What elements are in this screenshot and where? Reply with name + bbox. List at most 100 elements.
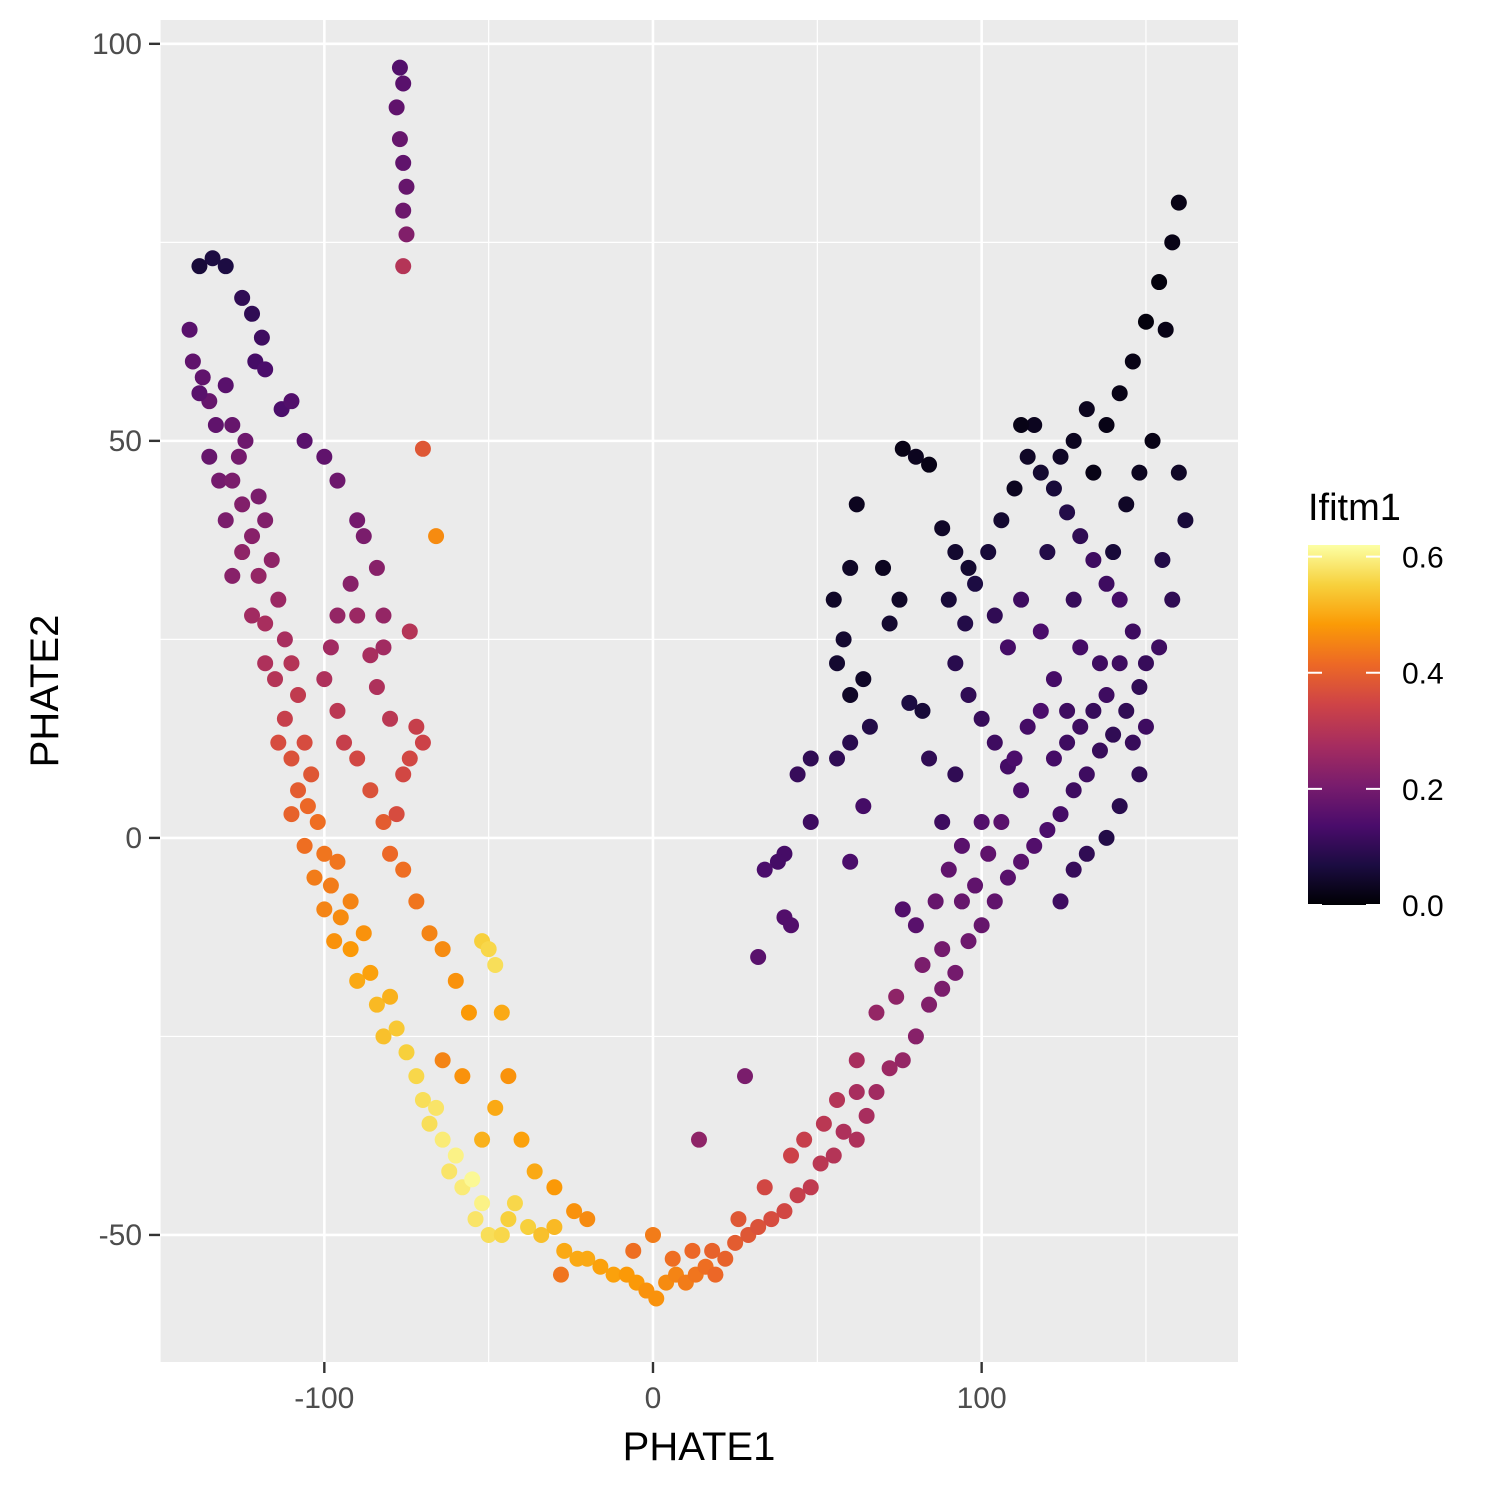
data-point bbox=[1124, 734, 1141, 751]
data-point bbox=[704, 1242, 721, 1259]
data-point bbox=[290, 686, 307, 703]
data-point bbox=[592, 1258, 609, 1275]
data-point bbox=[306, 869, 323, 886]
data-point bbox=[395, 202, 412, 219]
data-point bbox=[506, 1195, 523, 1212]
data-point bbox=[224, 472, 241, 489]
data-point bbox=[296, 837, 313, 854]
data-point bbox=[487, 956, 504, 973]
y-tick-label: 100 bbox=[92, 28, 142, 61]
data-point bbox=[1118, 496, 1135, 513]
data-point bbox=[395, 861, 412, 878]
data-point bbox=[493, 1004, 510, 1021]
data-point bbox=[1078, 766, 1095, 783]
data-point bbox=[474, 1195, 491, 1212]
data-point bbox=[487, 1099, 504, 1116]
data-point bbox=[388, 1020, 405, 1037]
data-point bbox=[914, 702, 931, 719]
data-point bbox=[1170, 194, 1187, 211]
data-point bbox=[493, 1226, 510, 1243]
data-point bbox=[322, 639, 339, 656]
x-tick-label: -100 bbox=[294, 1382, 354, 1415]
data-point bbox=[283, 750, 300, 767]
data-point bbox=[375, 1028, 392, 1045]
data-point bbox=[1091, 742, 1108, 759]
data-point bbox=[1013, 782, 1030, 799]
data-point bbox=[901, 694, 918, 711]
data-point bbox=[1045, 750, 1062, 767]
data-point bbox=[316, 671, 333, 688]
data-point bbox=[283, 655, 300, 672]
data-point bbox=[1026, 837, 1043, 854]
data-point bbox=[1052, 448, 1069, 465]
data-point bbox=[1157, 321, 1174, 338]
data-point bbox=[533, 1226, 550, 1243]
data-point bbox=[789, 766, 806, 783]
data-point bbox=[349, 750, 366, 767]
data-point bbox=[194, 369, 211, 386]
data-point bbox=[684, 1242, 701, 1259]
grid-major bbox=[160, 20, 1238, 1362]
data-point bbox=[253, 329, 270, 346]
data-point bbox=[1045, 480, 1062, 497]
data-point bbox=[1072, 639, 1089, 656]
data-point bbox=[783, 1147, 800, 1164]
data-point bbox=[398, 1044, 415, 1061]
data-point bbox=[907, 1028, 924, 1045]
data-point bbox=[1065, 432, 1082, 449]
data-point bbox=[940, 861, 957, 878]
data-point bbox=[283, 393, 300, 410]
data-point bbox=[973, 814, 990, 831]
data-point bbox=[802, 814, 819, 831]
data-point bbox=[267, 671, 284, 688]
data-point bbox=[1098, 416, 1115, 433]
data-point bbox=[316, 845, 333, 862]
data-point bbox=[1111, 655, 1128, 672]
data-point bbox=[480, 1226, 497, 1243]
data-point bbox=[1098, 829, 1115, 846]
data-point bbox=[467, 1211, 484, 1228]
data-point bbox=[579, 1211, 596, 1228]
data-point bbox=[1131, 464, 1148, 481]
data-point bbox=[1111, 798, 1128, 815]
data-point bbox=[309, 814, 326, 831]
data-point bbox=[500, 1068, 517, 1085]
data-point bbox=[829, 1091, 846, 1108]
data-point bbox=[921, 996, 938, 1013]
data-point bbox=[237, 432, 254, 449]
data-point bbox=[894, 1052, 911, 1069]
data-point bbox=[441, 1163, 458, 1180]
data-point bbox=[1013, 591, 1030, 608]
data-point bbox=[855, 671, 872, 688]
data-point bbox=[1085, 551, 1102, 568]
data-point bbox=[414, 734, 431, 751]
data-point bbox=[1111, 591, 1128, 608]
data-point bbox=[270, 591, 287, 608]
data-point bbox=[326, 933, 343, 950]
data-point bbox=[460, 1004, 477, 1021]
data-point bbox=[414, 440, 431, 457]
data-point bbox=[421, 925, 438, 942]
data-point bbox=[934, 814, 951, 831]
data-point bbox=[408, 718, 425, 735]
data-point bbox=[1105, 544, 1122, 561]
data-point bbox=[750, 949, 767, 966]
data-point bbox=[1013, 416, 1030, 433]
data-point bbox=[1098, 575, 1115, 592]
data-point bbox=[181, 321, 198, 338]
data-point bbox=[664, 1250, 681, 1267]
data-point bbox=[1164, 234, 1181, 251]
data-point bbox=[1065, 861, 1082, 878]
x-tick-label: 100 bbox=[957, 1382, 1007, 1415]
data-point bbox=[1026, 416, 1043, 433]
data-point bbox=[1124, 353, 1141, 370]
data-point bbox=[329, 607, 346, 624]
data-point bbox=[769, 853, 786, 870]
data-point bbox=[257, 361, 274, 378]
data-point bbox=[835, 631, 852, 648]
data-point bbox=[454, 1068, 471, 1085]
data-point bbox=[1164, 591, 1181, 608]
data-point bbox=[1111, 385, 1128, 402]
data-point bbox=[1059, 504, 1076, 521]
